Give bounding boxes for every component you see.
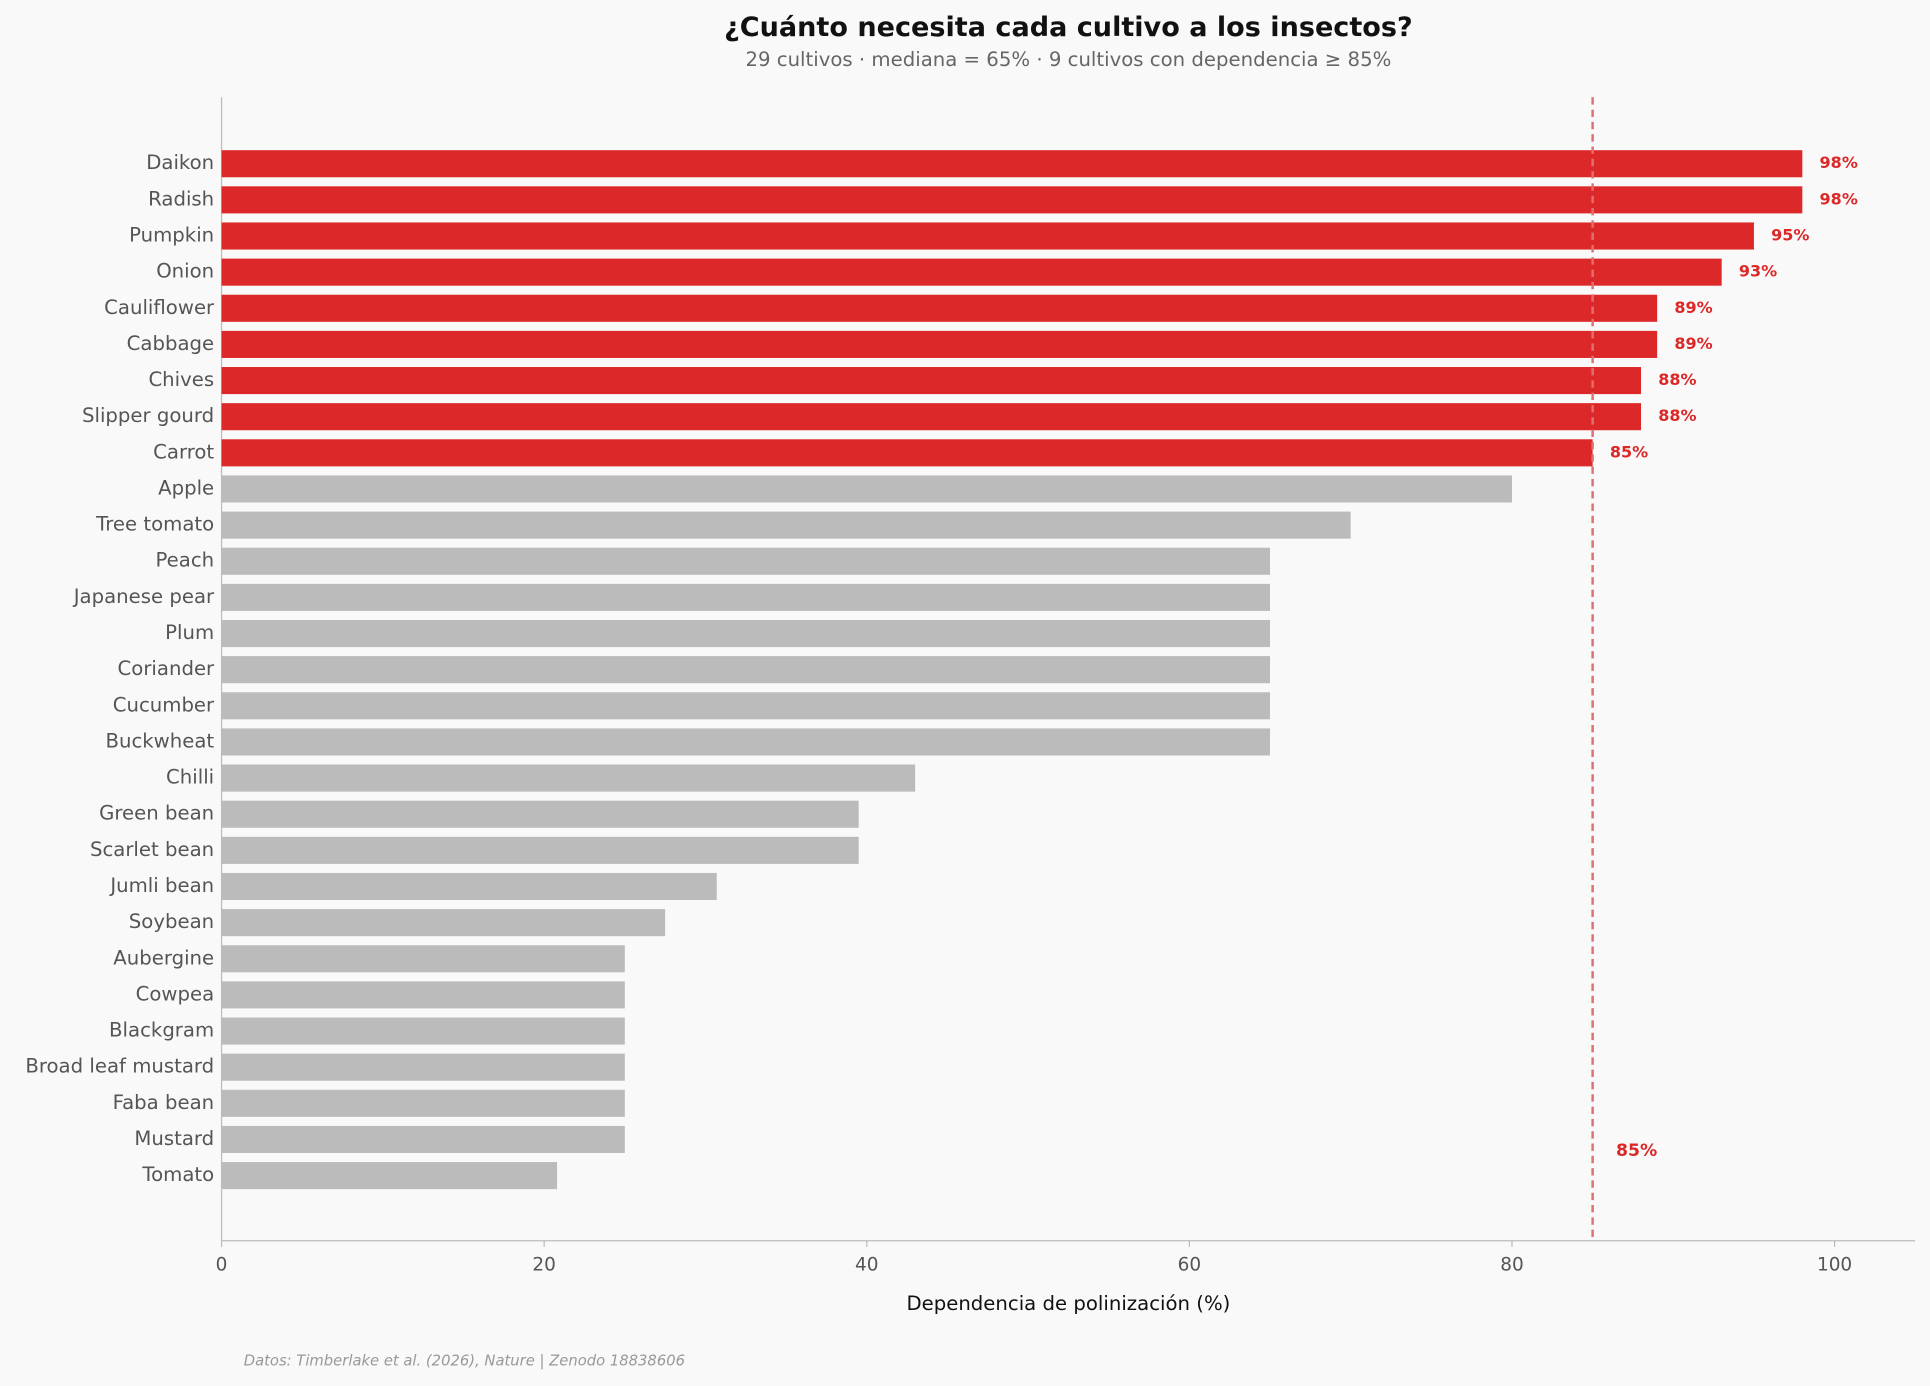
x-tick-label: 0: [216, 1254, 228, 1275]
y-tick-label: Cauliflower: [104, 296, 215, 319]
bar: [221, 475, 1512, 503]
y-tick-label: Pumpkin: [129, 224, 214, 247]
bar: [221, 1125, 625, 1153]
bar: [221, 728, 1271, 756]
bar: [221, 511, 1351, 539]
bar: [221, 764, 916, 792]
bar: [221, 222, 1754, 250]
y-tick-label: Tree tomato: [95, 513, 214, 536]
y-tick-label: Faba bean: [113, 1091, 215, 1114]
y-tick-label: Cabbage: [127, 332, 214, 355]
bar: [221, 439, 1593, 467]
y-tick-label: Slipper gourd: [82, 404, 214, 427]
x-tick-label: 60: [1178, 1254, 1201, 1275]
y-tick-label: Green bean: [99, 802, 214, 825]
bar: [221, 367, 1642, 395]
y-tick-label: Daikon: [146, 151, 214, 174]
bar: [221, 872, 717, 901]
y-tick-label: Onion: [156, 260, 214, 283]
y-tick-label: Scarlet bean: [90, 838, 214, 861]
y-tick-label: Cowpea: [136, 982, 215, 1005]
x-tick-label: 100: [1817, 1254, 1852, 1275]
bar: [221, 619, 1271, 648]
bar: [221, 150, 1803, 178]
source-note: Datos: Timberlake et al. (2026), Nature …: [244, 1352, 685, 1369]
y-tick-label: Japanese pear: [72, 585, 215, 608]
chart-subtitle: 29 cultivos · mediana = 65% · 9 cultivos…: [745, 48, 1391, 71]
y-tick-label: Mustard: [134, 1127, 214, 1150]
bar: [221, 656, 1271, 684]
y-tick-label: Peach: [156, 549, 215, 572]
threshold-label: 85%: [1616, 1141, 1657, 1161]
bar: [221, 836, 859, 864]
value-label: 88%: [1658, 406, 1696, 425]
y-tick-label: Coriander: [118, 657, 216, 680]
value-label: 98%: [1820, 153, 1858, 172]
x-tick-label: 20: [532, 1254, 555, 1275]
bar: [221, 294, 1658, 322]
y-tick-label: Chives: [148, 368, 214, 391]
bar: [221, 186, 1803, 214]
bar: [221, 330, 1658, 358]
y-tick-label: Chilli: [166, 766, 214, 789]
x-tick-label: 40: [855, 1254, 878, 1275]
bar: [221, 403, 1642, 431]
value-label: 89%: [1674, 298, 1712, 317]
y-tick-label: Plum: [165, 621, 214, 644]
value-label: 89%: [1674, 334, 1712, 353]
bar: [221, 692, 1271, 720]
bar: [221, 547, 1271, 575]
bar: [221, 800, 859, 828]
bar: [221, 1053, 625, 1081]
bar: [221, 1089, 625, 1117]
y-tick-label: Apple: [158, 476, 214, 499]
value-label: 85%: [1610, 442, 1648, 461]
y-tick-label: Carrot: [153, 440, 214, 463]
bar: [221, 981, 625, 1009]
bar: [221, 1017, 625, 1045]
chart-title: ¿Cuánto necesita cada cultivo a los inse…: [724, 12, 1413, 43]
y-tick-label: Tomato: [141, 1163, 214, 1186]
bar: [221, 945, 625, 973]
y-tick-label: Cucumber: [113, 693, 215, 716]
y-tick-label: Jumli bean: [108, 874, 214, 897]
value-label: 98%: [1820, 189, 1858, 208]
y-tick-label: Broad leaf mustard: [25, 1055, 214, 1078]
y-tick-label: Blackgram: [109, 1019, 214, 1042]
x-axis-label: Dependencia de polinización (%): [906, 1292, 1230, 1315]
y-tick-label: Aubergine: [113, 946, 214, 969]
bar: [221, 1162, 558, 1190]
y-tick-label: Soybean: [129, 910, 214, 933]
y-tick-label: Radish: [148, 187, 214, 210]
bar: [221, 258, 1722, 286]
value-label: 95%: [1771, 226, 1809, 245]
value-label: 93%: [1739, 262, 1777, 281]
bar: [221, 583, 1271, 611]
x-tick-label: 80: [1500, 1254, 1523, 1275]
y-tick-label: Buckwheat: [105, 729, 214, 752]
value-label: 88%: [1658, 370, 1696, 389]
bar: [221, 909, 666, 937]
